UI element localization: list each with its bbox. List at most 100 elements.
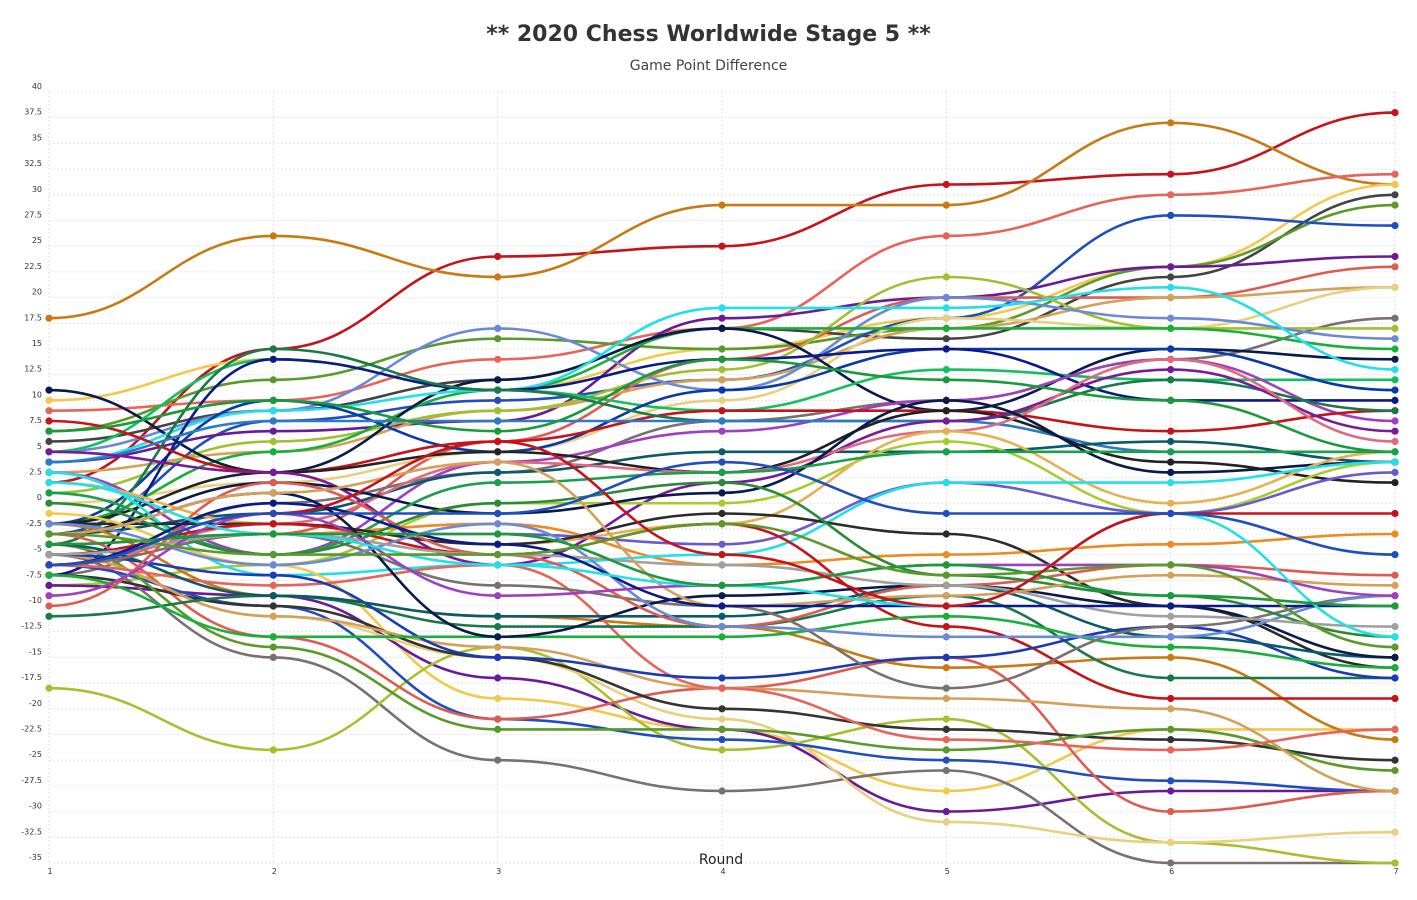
data-point[interactable] [269, 437, 277, 446]
data-point[interactable] [942, 664, 950, 672]
data-point[interactable] [269, 551, 277, 559]
data-point[interactable] [45, 612, 53, 620]
data-point[interactable] [1167, 561, 1175, 569]
data-point[interactable] [718, 489, 726, 497]
data-point[interactable] [942, 335, 950, 343]
data-point[interactable] [494, 324, 502, 332]
data-point[interactable] [1391, 222, 1399, 230]
data-point[interactable] [269, 427, 277, 435]
data-point[interactable] [1391, 859, 1399, 867]
data-point[interactable] [1167, 345, 1175, 353]
data-point[interactable] [718, 623, 726, 631]
data-point[interactable] [1391, 263, 1399, 271]
data-point[interactable] [269, 417, 277, 425]
data-point[interactable] [269, 479, 277, 487]
data-point[interactable] [494, 448, 502, 456]
data-point[interactable] [942, 725, 950, 734]
data-point[interactable] [718, 551, 726, 559]
data-point[interactable] [942, 612, 950, 620]
data-point[interactable] [269, 232, 277, 240]
data-point[interactable] [45, 540, 53, 548]
data-point[interactable] [494, 633, 502, 641]
data-point[interactable] [942, 396, 950, 404]
data-point[interactable] [494, 540, 502, 548]
data-point[interactable] [1167, 263, 1175, 271]
data-point[interactable] [718, 345, 726, 353]
data-point[interactable] [942, 345, 950, 353]
data-point[interactable] [1391, 252, 1399, 261]
data-point[interactable] [45, 468, 53, 476]
data-point[interactable] [718, 592, 726, 600]
data-point[interactable] [494, 581, 502, 590]
data-point[interactable] [718, 612, 726, 620]
data-point[interactable] [1167, 191, 1175, 199]
data-point[interactable] [45, 448, 53, 456]
data-point[interactable] [269, 746, 277, 754]
data-point[interactable] [942, 756, 950, 764]
data-point[interactable] [494, 499, 502, 507]
data-point[interactable] [45, 386, 53, 394]
data-point[interactable] [494, 479, 502, 487]
data-point[interactable] [718, 581, 726, 590]
data-point[interactable] [1391, 335, 1399, 343]
data-point[interactable] [45, 581, 53, 590]
data-point[interactable] [1167, 808, 1175, 816]
data-point[interactable] [1391, 674, 1399, 682]
data-point[interactable] [1167, 633, 1175, 641]
data-point[interactable] [1167, 479, 1175, 487]
data-point[interactable] [45, 479, 53, 487]
data-point[interactable] [942, 746, 950, 754]
data-point[interactable] [942, 437, 950, 446]
data-point[interactable] [494, 561, 502, 569]
data-point[interactable] [1391, 324, 1399, 332]
data-point[interactable] [942, 366, 950, 374]
data-point[interactable] [494, 530, 502, 538]
data-point[interactable] [1167, 170, 1175, 178]
data-point[interactable] [1167, 458, 1175, 466]
data-point[interactable] [942, 201, 950, 209]
data-point[interactable] [718, 787, 726, 795]
data-point[interactable] [1391, 355, 1399, 363]
data-point[interactable] [718, 674, 726, 682]
data-point[interactable] [718, 520, 726, 528]
data-point[interactable] [494, 468, 502, 476]
data-point[interactable] [1391, 664, 1399, 672]
data-point[interactable] [1391, 437, 1399, 446]
data-point[interactable] [1167, 602, 1175, 610]
data-point[interactable] [494, 694, 502, 703]
data-point[interactable] [494, 458, 502, 466]
data-point[interactable] [1167, 427, 1175, 435]
data-point[interactable] [1391, 736, 1399, 744]
data-point[interactable] [1167, 612, 1175, 620]
data-point[interactable] [942, 684, 950, 692]
data-point[interactable] [1391, 509, 1399, 518]
data-point[interactable] [269, 376, 277, 384]
data-point[interactable] [494, 715, 502, 723]
data-point[interactable] [45, 427, 53, 435]
data-point[interactable] [942, 273, 950, 281]
data-point[interactable] [45, 417, 53, 425]
data-point[interactable] [1391, 170, 1399, 178]
data-point[interactable] [269, 561, 277, 569]
data-point[interactable] [269, 653, 277, 662]
data-point[interactable] [942, 623, 950, 631]
data-point[interactable] [1391, 448, 1399, 456]
data-point[interactable] [942, 787, 950, 795]
data-point[interactable] [1167, 674, 1175, 682]
data-point[interactable] [1391, 417, 1399, 425]
data-point[interactable] [1167, 499, 1175, 507]
data-point[interactable] [45, 396, 53, 404]
data-point[interactable] [942, 232, 950, 240]
data-point[interactable] [45, 314, 53, 322]
data-point[interactable] [1391, 828, 1399, 836]
data-point[interactable] [269, 468, 277, 476]
data-point[interactable] [494, 725, 502, 734]
data-point[interactable] [269, 448, 277, 456]
data-point[interactable] [494, 756, 502, 764]
data-point[interactable] [494, 592, 502, 600]
data-point[interactable] [269, 612, 277, 620]
data-point[interactable] [1391, 407, 1399, 415]
data-point[interactable] [718, 479, 726, 487]
data-point[interactable] [269, 489, 277, 497]
data-point[interactable] [718, 458, 726, 466]
